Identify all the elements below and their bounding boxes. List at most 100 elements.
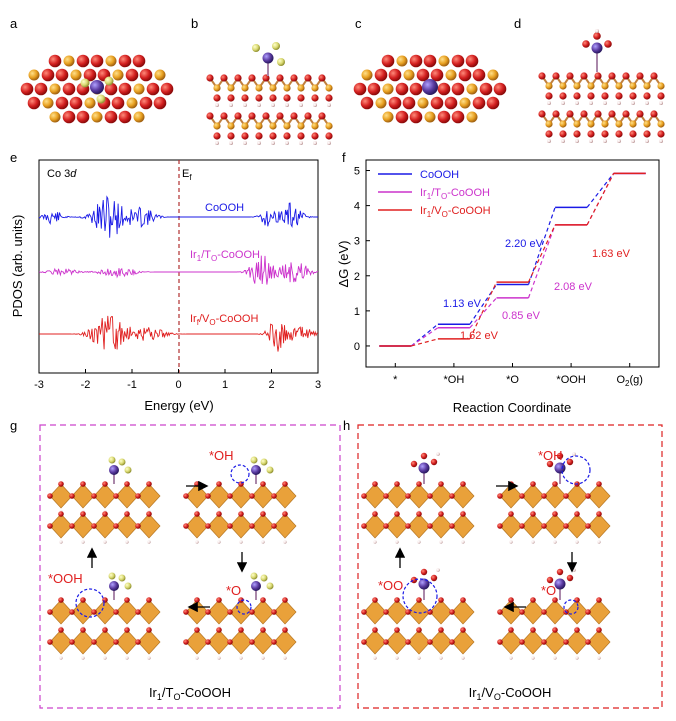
cobalt-atom <box>424 111 436 123</box>
energy-connector <box>469 281 498 340</box>
iridium-atom <box>591 42 603 54</box>
cobalt-atom <box>587 120 595 128</box>
oxygen-atom <box>587 92 595 100</box>
oxygen-atom <box>559 92 567 100</box>
oxygen-atom <box>80 597 86 603</box>
pdos-x-tick-label: -3 <box>34 379 44 391</box>
oxygen-atom <box>546 460 554 468</box>
oxygen-atom <box>608 110 616 118</box>
oxygen-atom <box>135 639 141 645</box>
octahedron <box>115 513 139 539</box>
oxygen-atom <box>360 96 374 110</box>
oxygen-atom <box>416 597 422 603</box>
oxygen-atom <box>479 82 493 96</box>
oxygen-atom <box>383 609 389 615</box>
hydrogen-atom <box>395 656 399 660</box>
energy-y-tick-label: 5 <box>354 166 360 178</box>
cycle-g-highlight-ooh <box>75 588 105 618</box>
oxygen-atom <box>460 597 466 603</box>
oxygen-atom <box>194 627 200 633</box>
annotation-coooh-oh: 1.13 eV <box>443 298 482 310</box>
iridium-atom <box>554 578 566 590</box>
hydrogen-atom <box>439 540 443 544</box>
octahedron <box>251 599 275 625</box>
cobalt-atom <box>105 55 117 67</box>
oxygen-atom <box>69 523 75 529</box>
hydrogen-atom <box>229 141 233 145</box>
hydrogen-atom <box>461 656 465 660</box>
energy-x-axis-label: Reaction Coordinate <box>453 400 572 415</box>
octahedron <box>71 483 95 509</box>
iridium-atom <box>251 581 261 591</box>
oxygen-atom <box>47 639 53 645</box>
oxygen-atom <box>220 112 228 120</box>
structure-top-view-ir-to <box>20 54 174 124</box>
cycle-g-label-o: *O <box>226 583 241 598</box>
cobalt-atom <box>325 84 333 92</box>
oxygen-atom <box>227 132 235 140</box>
energy-connector <box>527 224 556 283</box>
cobalt-atom <box>283 122 291 130</box>
pdos-curve <box>38 195 318 238</box>
octahedron <box>93 629 117 655</box>
cobalt-atom <box>63 55 75 67</box>
cobalt-atom <box>70 69 82 81</box>
oxygen-atom <box>458 68 472 82</box>
oxygen-atom <box>260 481 266 487</box>
cobalt-atom <box>269 122 277 130</box>
oxygen-atom <box>460 627 466 633</box>
oxygen-atom <box>573 92 581 100</box>
oxygen-atom <box>556 568 564 576</box>
cobalt-atom <box>283 84 291 92</box>
ligand-atom <box>266 466 274 474</box>
hydrogen-atom <box>439 656 443 660</box>
energy-connector <box>527 224 556 299</box>
octahedron <box>49 629 73 655</box>
oxygen-atom <box>216 627 222 633</box>
cobalt-atom <box>112 69 124 81</box>
energy-frame <box>365 159 660 368</box>
ligand-atom <box>118 458 126 466</box>
oxygen-atom <box>241 132 249 140</box>
annotation-ir-to-ooh: 2.08 eV <box>554 281 593 293</box>
hydrogen-atom <box>645 139 649 143</box>
panel-label-f: f <box>342 150 346 165</box>
oxygen-atom <box>427 493 433 499</box>
cobalt-atom <box>643 120 651 128</box>
energy-x-tick-label: * <box>393 374 398 386</box>
hydrogen-atom <box>257 103 261 107</box>
energy-x-tick-label: O2(g) <box>616 374 642 388</box>
oxygen-atom <box>304 74 312 82</box>
oxygen-atom <box>27 96 41 110</box>
hydrogen-atom <box>595 29 599 33</box>
cycle-g-label-ooh: *OOH <box>48 571 83 586</box>
cobalt-atom <box>601 82 609 90</box>
oxygen-atom <box>596 627 602 633</box>
oxygen-atom <box>416 627 422 633</box>
oxygen-atom <box>493 82 507 96</box>
octahedron <box>137 513 161 539</box>
oxygen-atom <box>449 523 455 529</box>
oxygen-atom <box>80 481 86 487</box>
octahedron <box>451 513 475 539</box>
cobalt-atom <box>629 120 637 128</box>
octahedron <box>499 513 523 539</box>
cycle-h-highlight-oh <box>561 455 591 485</box>
octahedron <box>137 599 161 625</box>
iridium-atom <box>418 578 430 590</box>
oxygen-atom <box>541 639 547 645</box>
cobalt-atom <box>49 111 61 123</box>
octahedron <box>185 513 209 539</box>
hydrogen-atom <box>215 103 219 107</box>
hydrogen-atom <box>589 139 593 143</box>
oxygen-atom <box>318 112 326 120</box>
cycle-g-highlight-oh <box>230 464 250 484</box>
oxygen-atom <box>423 54 437 68</box>
oxygen-atom <box>113 493 119 499</box>
hydrogen-atom <box>631 139 635 143</box>
cobalt-atom <box>241 122 249 130</box>
oxygen-atom <box>238 627 244 633</box>
oxygen-atom <box>566 110 574 118</box>
oxygen-atom <box>629 130 637 138</box>
oxygen-atom <box>311 94 319 102</box>
